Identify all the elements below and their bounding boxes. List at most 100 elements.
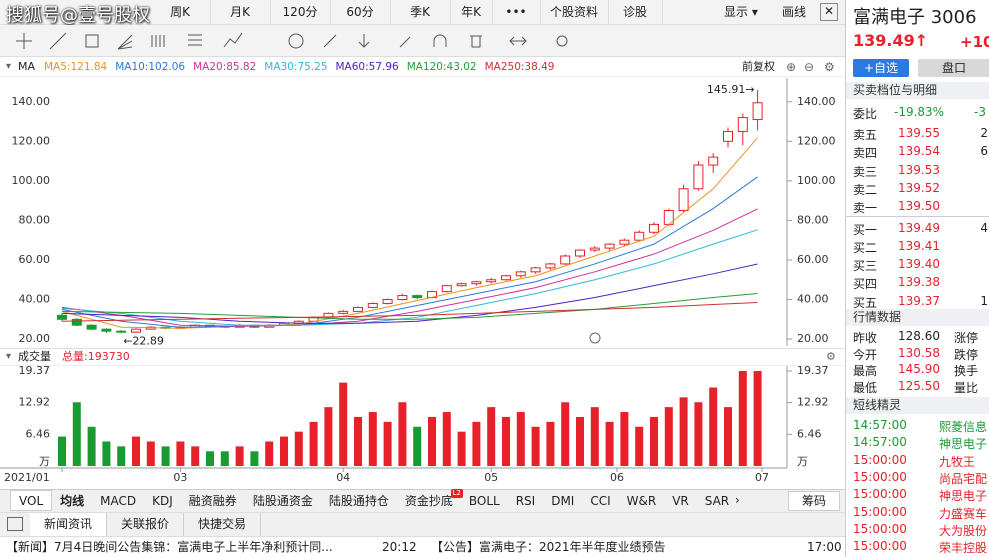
indicator-tab[interactable]: SAR <box>704 494 730 508</box>
candle-body <box>456 283 467 287</box>
volume-bar <box>294 431 303 466</box>
sprite-name[interactable]: 力盛赛车 <box>939 506 988 521</box>
news-tab[interactable]: 新闻资讯 <box>30 513 108 536</box>
indicator-tab[interactable]: 资金抄底 L2 <box>404 489 463 508</box>
candle-body <box>382 299 393 304</box>
period-button[interactable]: ••• <box>492 0 541 24</box>
sprite-time: 15:00:00 <box>853 452 907 467</box>
period-button[interactable]: 60分 <box>330 0 391 24</box>
sprite-title: 短线精灵 <box>846 397 989 414</box>
volume-bar <box>176 441 185 466</box>
book-label: 卖五 <box>853 128 878 142</box>
news-headline[interactable]: 【公告】富满电子：2021年半年度业绩预告 <box>431 540 666 554</box>
y-tick-label: 80.00 <box>19 213 51 226</box>
news-tab[interactable]: 快捷交易 <box>184 513 262 536</box>
x-tick-label: 05 <box>484 471 498 484</box>
close-button[interactable]: ✕ <box>820 3 838 21</box>
news-tabs: 新闻资讯 关联报价 快捷交易 <box>0 513 845 537</box>
x-tick-label: 04 <box>336 471 350 484</box>
candle-body <box>486 279 497 283</box>
indicator-tab[interactable]: BOLL <box>468 494 500 508</box>
indicator-tab[interactable]: DMI <box>551 494 575 508</box>
stock-code: 3006 <box>930 7 977 28</box>
volume-unit-right: 万 <box>797 455 808 468</box>
chips-button[interactable]: 筹码 <box>788 491 840 511</box>
tabs-more[interactable]: › <box>735 493 740 507</box>
candle-body <box>353 306 363 312</box>
y-tick-label-right: 40.00 <box>797 293 829 306</box>
sprite-name[interactable]: 九牧王 <box>939 454 976 469</box>
indicator-tab[interactable]: VR <box>672 494 689 508</box>
sprite-name[interactable]: 大为股份 <box>939 523 988 538</box>
quote-panel: 富满电子 3006 139.49↑ +10. +自选 盘口 买卖档位与明细 委比… <box>845 0 989 557</box>
order-book-button[interactable]: 盘口 <box>918 59 989 77</box>
sprite-name[interactable]: 神思电子 <box>939 437 988 452</box>
indicator-tab[interactable]: MACD <box>100 494 137 508</box>
stat-label: 昨收 <box>853 331 878 345</box>
indicator-tab[interactable]: W&R <box>626 494 657 508</box>
book-price: 139.52 <box>898 180 940 195</box>
news-headline[interactable]: 【新闻】7月4日晚间公告集锦：富满电子上半年净利预计同... <box>6 540 333 554</box>
volume-bar <box>724 407 732 466</box>
indicator-tab[interactable]: 陆股通资金 <box>252 494 313 508</box>
indicator-tab[interactable]: 陆股通持仓 <box>328 494 389 508</box>
sprite-name[interactable]: 熙菱信息 <box>939 420 988 434</box>
stat-value: 128.60 <box>898 329 940 343</box>
indicator-tab[interactable]: 均线 <box>60 494 85 508</box>
display-menu[interactable]: 显示 ▾ <box>724 5 758 19</box>
news-time: 20:12 <box>382 540 417 554</box>
stat-label: 最低 <box>853 380 878 395</box>
y-tick-label-right: 6.46 <box>797 427 822 440</box>
y-tick-label-right: 60.00 <box>797 253 829 266</box>
zoom-in[interactable]: ⊕ <box>786 60 797 74</box>
volume-bar <box>250 451 259 466</box>
news-tab[interactable]: 关联报价 <box>107 513 185 536</box>
period-button[interactable]: 月K <box>210 0 271 24</box>
indicator-tab[interactable]: KDJ <box>152 494 173 508</box>
x-tick-label: 2021/01 <box>4 471 50 484</box>
tool-icons <box>16 32 568 50</box>
period-button[interactable]: 年K <box>450 0 493 24</box>
adjust-mode[interactable]: 前复权 <box>742 60 775 73</box>
sprite-name[interactable]: 荣丰控股 <box>939 541 988 556</box>
period-button[interactable]: 诊股 <box>608 0 663 24</box>
zoom-out[interactable]: ⊖ <box>804 60 815 74</box>
y-tick-label: 12.92 <box>19 396 51 409</box>
volume-bar <box>191 446 200 466</box>
candle-body <box>589 247 600 251</box>
add-watchlist[interactable]: +自选 <box>853 59 909 77</box>
y-tick-label: 100.00 <box>12 174 51 187</box>
x-tick-label: 03 <box>173 471 187 484</box>
book-label: 卖二 <box>853 182 878 197</box>
news-list: 【新闻】7月4日晚间公告集锦：富满电子上半年净利预计同... 20:12 【公告】富… <box>0 537 845 557</box>
period-button[interactable]: 个股资料 <box>540 0 609 24</box>
indicator-tab[interactable]: RSI <box>515 494 536 508</box>
candle-body <box>752 102 763 121</box>
volume-bar <box>457 431 466 466</box>
y-tick-label-right: 100.00 <box>797 174 836 187</box>
panel-toggle[interactable] <box>7 517 23 531</box>
ma-legend-item: MA120:43.02 <box>406 61 477 73</box>
indicator-tab[interactable]: 融资融券 <box>188 494 237 508</box>
indicator-tab[interactable]: CCI <box>590 494 611 508</box>
y-tick-label: 120.00 <box>12 134 51 147</box>
period-button[interactable]: 季K <box>390 0 451 24</box>
settings[interactable]: ⚙ <box>824 60 835 74</box>
book-price: 139.53 <box>898 162 940 177</box>
volume-bar <box>132 436 140 466</box>
draw-button[interactable]: 画线 <box>782 5 807 19</box>
sprite-name[interactable]: 神思电子 <box>939 489 988 504</box>
candle-body <box>57 314 67 320</box>
volume-settings[interactable]: ⚙ <box>826 350 836 363</box>
period-button[interactable]: 周K <box>150 0 211 24</box>
indicator-tab[interactable]: VOL <box>10 490 53 511</box>
ma-line <box>61 302 758 322</box>
stat-extra: 涨停 <box>954 331 979 345</box>
sprite-name[interactable]: 尚品宅配 <box>939 471 988 486</box>
period-button[interactable]: 120分 <box>270 0 331 24</box>
ma-legend-item: MA20:85.82 <box>193 61 257 73</box>
candle-body <box>501 275 511 281</box>
candle-body <box>560 255 571 265</box>
period-toolbar: 周K 月K 120分 60分 季K 年K ••• 个股资料 诊股 显示 ▾ 画线 ✕ <box>0 0 845 25</box>
candle-body <box>737 117 748 132</box>
